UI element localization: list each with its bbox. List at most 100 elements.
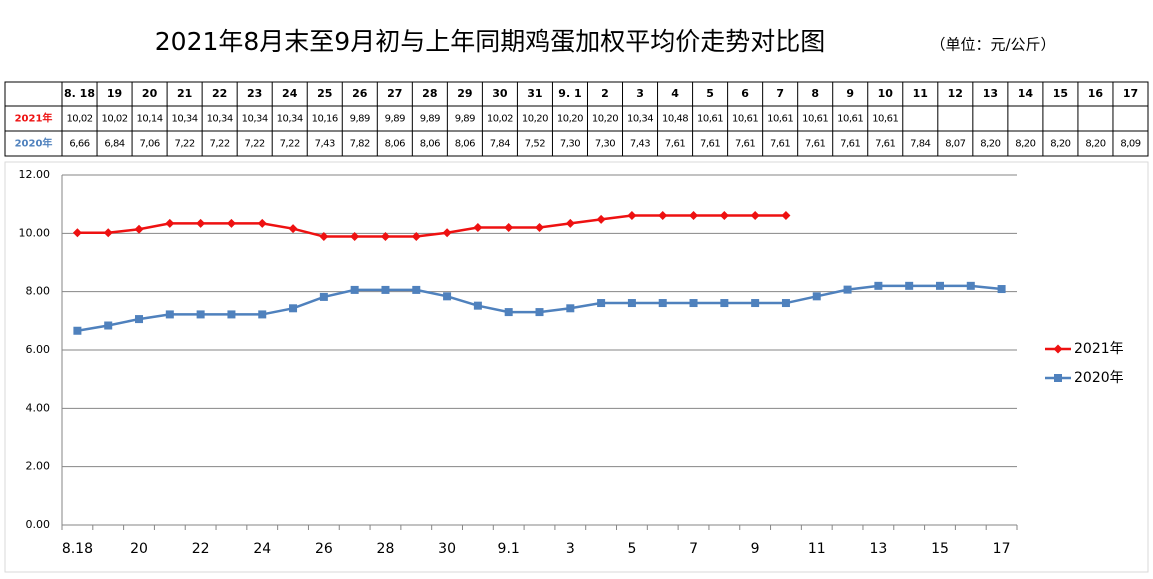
table-header: 29: [457, 87, 472, 100]
point: [658, 299, 667, 308]
table-cell: 10,61: [802, 114, 828, 125]
table-header: 21: [177, 87, 192, 100]
point: [350, 285, 359, 294]
table-header: 16: [1088, 87, 1104, 100]
table-cell: 10,02: [101, 114, 127, 125]
point: [658, 211, 668, 221]
table-cell: 10,34: [627, 114, 653, 125]
point: [627, 211, 637, 221]
table-header: 19: [107, 87, 122, 100]
table-cell: 10,16: [312, 114, 338, 125]
point: [104, 321, 113, 330]
point: [319, 232, 329, 242]
point: [134, 224, 144, 234]
point: [319, 292, 328, 301]
point: [227, 310, 236, 319]
point: [812, 292, 821, 301]
table-cell: 7,61: [875, 139, 895, 150]
table-cell: 10,34: [277, 114, 303, 125]
table-header: 9. 1: [558, 87, 581, 100]
table-row-label: 2021年: [15, 112, 53, 125]
point: [966, 281, 975, 290]
y-tick-label: 2.00: [26, 460, 51, 473]
table-cell: 10,34: [172, 114, 198, 125]
table-cell: 8,20: [980, 139, 1000, 150]
point: [905, 281, 914, 290]
table-cell: 7,52: [525, 139, 545, 150]
legend-marker: [1054, 374, 1062, 382]
table-cell: 7,84: [490, 139, 510, 150]
point: [843, 285, 852, 294]
chart-subtitle: （单位：元/公斤）: [930, 36, 1055, 54]
point: [257, 218, 267, 228]
table-header: 5: [706, 87, 714, 100]
point: [596, 214, 606, 224]
table-cell: 10,02: [66, 114, 92, 125]
point: [504, 308, 513, 317]
x-tick-label: 24: [253, 541, 271, 557]
point: [196, 218, 206, 228]
table-cell: 10,20: [522, 114, 548, 125]
table-header: 7: [776, 87, 784, 100]
table-header: 31: [527, 87, 542, 100]
point: [165, 218, 175, 228]
point: [350, 232, 360, 242]
table-header: 10: [878, 87, 894, 100]
table-cell: 7,43: [630, 139, 650, 150]
legend-label: 2020年: [1074, 370, 1124, 386]
table-header: 28: [422, 87, 437, 100]
point: [504, 223, 514, 232]
table-cell: 6,84: [104, 139, 124, 150]
table-header: 2: [601, 87, 609, 100]
table-header: 17: [1123, 87, 1138, 100]
point: [874, 281, 883, 290]
table-header: 22: [212, 87, 227, 100]
table-header: 24: [282, 87, 298, 100]
y-tick-label: 6.00: [26, 343, 51, 356]
table-header: 6: [741, 87, 749, 100]
table-header: 14: [1018, 87, 1034, 100]
point: [535, 308, 544, 317]
table-cell: 7,82: [350, 139, 370, 150]
table-cell: 9,89: [420, 114, 440, 125]
table-cell: 9,89: [455, 114, 475, 125]
table-cell: 7,22: [210, 139, 230, 150]
y-tick-label: 8.00: [26, 285, 51, 298]
table-cell: 7,61: [735, 139, 755, 150]
x-tick-label: 26: [315, 541, 333, 557]
table-cell: 10,48: [662, 114, 688, 125]
table-header: 8: [811, 87, 819, 100]
table-header: 26: [352, 87, 368, 100]
point: [411, 232, 421, 242]
table-header: 13: [983, 87, 998, 100]
point: [103, 228, 113, 238]
table-header: 9: [846, 87, 854, 100]
point: [380, 232, 390, 242]
x-tick-label: 15: [931, 541, 949, 557]
x-tick-label: 17: [993, 541, 1011, 557]
table-cell: 7,06: [139, 139, 159, 150]
y-tick-label: 4.00: [26, 401, 51, 414]
point: [565, 218, 575, 228]
x-tick-label: 9: [751, 541, 760, 557]
y-tick-label: 10.00: [19, 226, 51, 239]
table-cell: 10,20: [592, 114, 618, 125]
table-cell: 7,61: [700, 139, 720, 150]
legend-marker: [1053, 344, 1063, 354]
table-cell: 8,09: [1120, 139, 1140, 150]
table-cell: 7,22: [174, 139, 194, 150]
point: [935, 281, 944, 290]
table-cell: 10,02: [487, 114, 513, 125]
point: [135, 315, 144, 324]
point: [689, 299, 698, 308]
table-header: 4: [671, 87, 679, 100]
point: [719, 211, 729, 221]
legend-label: 2021年: [1074, 341, 1124, 357]
table-cell: 7,22: [280, 139, 300, 150]
table-cell: 7,30: [560, 139, 580, 150]
table-cell: 7,84: [910, 139, 930, 150]
point: [196, 310, 205, 319]
table-cell: 10,34: [207, 114, 233, 125]
